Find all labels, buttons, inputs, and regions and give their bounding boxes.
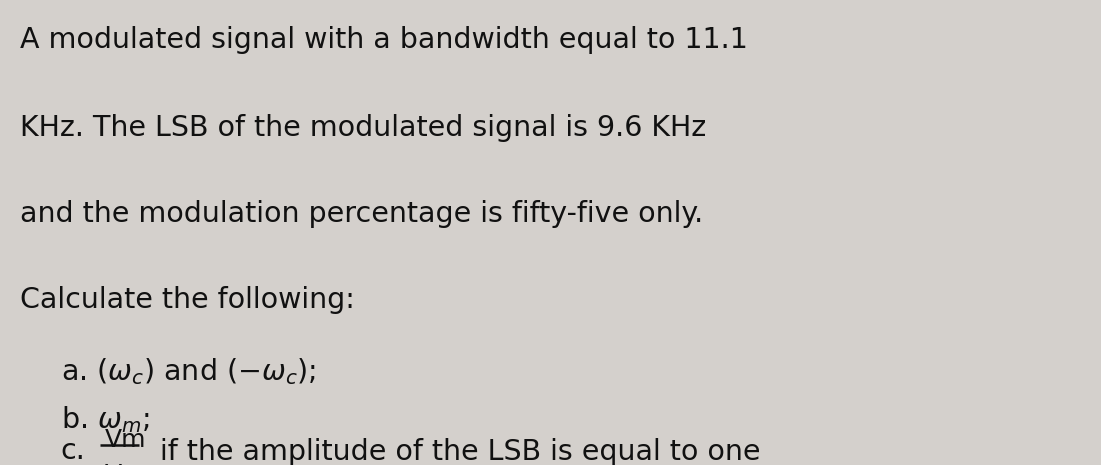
Text: A modulated signal with a bandwidth equal to 11.1: A modulated signal with a bandwidth equa…	[20, 26, 748, 53]
Text: Vc: Vc	[105, 463, 135, 465]
Text: a. ($\omega_c$) and ($-\omega_c$);: a. ($\omega_c$) and ($-\omega_c$);	[61, 356, 316, 386]
Text: c.: c.	[61, 437, 86, 465]
Text: Vm: Vm	[105, 428, 146, 452]
Text: KHz. The LSB of the modulated signal is 9.6 KHz: KHz. The LSB of the modulated signal is …	[20, 114, 706, 142]
Text: and the modulation percentage is fifty-five only.: and the modulation percentage is fifty-f…	[20, 200, 704, 228]
Text: b. $\omega_m$;: b. $\omega_m$;	[61, 405, 149, 435]
Text: Calculate the following:: Calculate the following:	[20, 286, 355, 314]
Text: if the amplitude of the LSB is equal to one: if the amplitude of the LSB is equal to …	[160, 438, 760, 465]
